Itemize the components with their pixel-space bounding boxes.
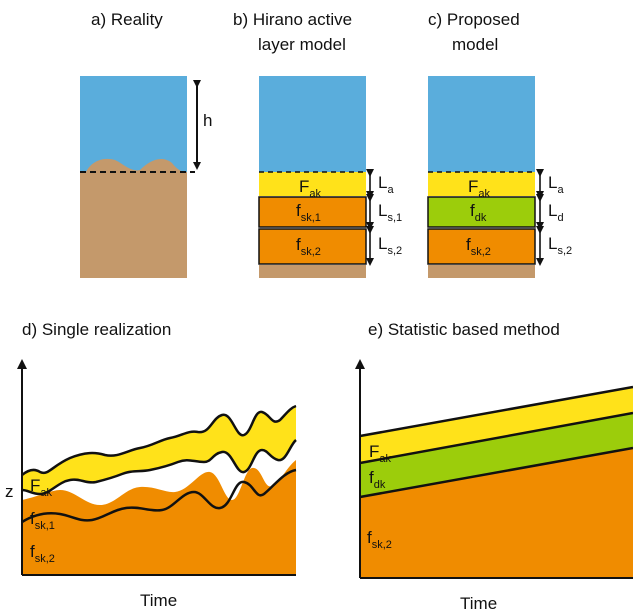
sediment-bed bbox=[80, 158, 187, 278]
panel-c-title-line2: model bbox=[452, 35, 498, 54]
deposition-layer bbox=[427, 196, 536, 228]
x-axis-label: Time bbox=[460, 594, 497, 612]
layer-label-active: Fak bbox=[369, 442, 392, 465]
deposition-layer-area bbox=[360, 413, 633, 497]
layer-label-deposition: fdk bbox=[470, 201, 487, 224]
layer-label-substrate-1: fsk,1 bbox=[30, 509, 55, 532]
panel-b-title-line1: b) Hirano active bbox=[233, 10, 352, 29]
layer-label-active: Fak bbox=[30, 476, 53, 499]
substrate-layer-2 bbox=[427, 228, 536, 265]
thickness-label-s2: Ls,2 bbox=[378, 234, 402, 257]
active-layer bbox=[428, 172, 535, 196]
thickness-label-s1: Ls,1 bbox=[378, 201, 402, 224]
layer-label-deposition: fdk bbox=[369, 468, 386, 491]
active-layer-bottom-line bbox=[21, 439, 297, 496]
layer-label-substrate-2: fsk,2 bbox=[30, 542, 55, 565]
substrate-layer-1 bbox=[258, 196, 367, 228]
panel-c: c) Proposed model Fak fdk fsk,2 La Ld Ls… bbox=[427, 10, 572, 278]
deposition-layer-bottom-line bbox=[359, 446, 633, 499]
substrate-area bbox=[360, 448, 633, 578]
y-axis-label: z bbox=[5, 482, 14, 501]
panel-e: e) Statistic based method Time Fak fdk f… bbox=[355, 320, 633, 612]
sediment-base bbox=[428, 265, 535, 278]
panel-d: d) Single realization z Time Fak fsk,1 f… bbox=[5, 320, 297, 610]
thickness-label-a: La bbox=[548, 173, 564, 196]
panel-b-title-line2: layer model bbox=[258, 35, 346, 54]
panel-b: b) Hirano active layer model Fak fsk,1 f… bbox=[233, 10, 402, 278]
layer-label-substrate-2: fsk,2 bbox=[367, 528, 392, 551]
layer-label-active: Fak bbox=[299, 177, 322, 200]
panel-c-title-line1: c) Proposed bbox=[428, 10, 520, 29]
layer-label-substrate-1: fsk,1 bbox=[296, 201, 321, 224]
layer-label-substrate-2: fsk,2 bbox=[296, 235, 321, 258]
x-axis-label: Time bbox=[140, 591, 177, 610]
substrate-layer-2 bbox=[258, 228, 367, 265]
water-column bbox=[80, 76, 187, 172]
substrate-boundary-line bbox=[21, 468, 297, 524]
active-layer-bottom-line bbox=[359, 411, 633, 465]
active-layer-area bbox=[360, 387, 633, 463]
thickness-label-a: La bbox=[378, 173, 394, 196]
panel-a-title: a) Reality bbox=[91, 10, 163, 29]
sediment-base bbox=[259, 265, 366, 278]
active-layer-top-line bbox=[359, 385, 633, 438]
water-column bbox=[259, 76, 366, 172]
substrate-area bbox=[22, 460, 296, 575]
active-layer-area bbox=[22, 406, 296, 494]
panel-e-title: e) Statistic based method bbox=[368, 320, 560, 339]
panel-a: a) Reality h bbox=[80, 10, 212, 278]
thickness-label-d: Ld bbox=[548, 201, 564, 224]
thickness-label-s2: Ls,2 bbox=[548, 234, 572, 257]
active-layer-top-line bbox=[21, 404, 297, 476]
active-layer bbox=[259, 172, 366, 196]
layer-label-active: Fak bbox=[468, 177, 491, 200]
layer-label-substrate-2: fsk,2 bbox=[466, 235, 491, 258]
water-column bbox=[428, 76, 535, 172]
panel-d-title: d) Single realization bbox=[22, 320, 171, 339]
depth-label: h bbox=[203, 111, 212, 130]
